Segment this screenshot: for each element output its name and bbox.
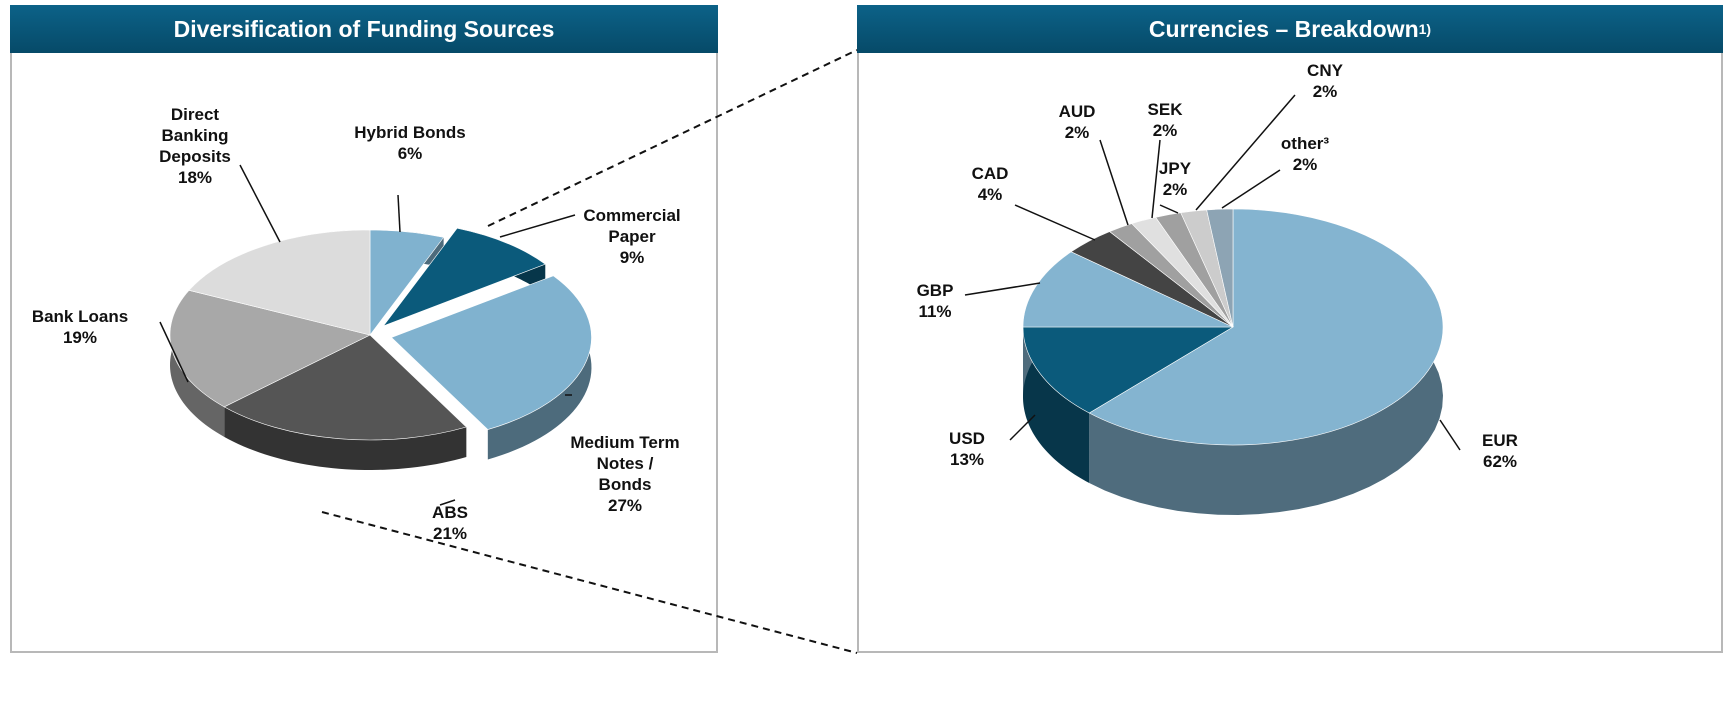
data-label: JPY 2% [1159, 158, 1191, 200]
data-label: USD 13% [949, 428, 985, 470]
panel [10, 5, 718, 653]
leader-line [1195, 94, 1296, 211]
chart-title: Diversification of Funding Sources [173, 15, 555, 42]
leader-line [439, 499, 456, 506]
pie-tops [169, 227, 592, 441]
panel-header: Currencies – Breakdown 1) [857, 5, 1723, 53]
slice [382, 227, 546, 327]
label-name: Hybrid Bonds [354, 123, 466, 142]
leader-line [1439, 419, 1461, 451]
leader-line [1099, 139, 1129, 226]
slice [1022, 326, 1235, 414]
leader-line [1014, 204, 1096, 241]
pie-tops [1022, 208, 1444, 446]
slice-side [224, 406, 467, 470]
data-label: CNY 2% [1307, 60, 1343, 102]
slice [1022, 251, 1234, 328]
label-value: 62% [1482, 452, 1518, 471]
slice [223, 334, 467, 441]
leader-line [397, 194, 401, 233]
leader-line [239, 164, 281, 243]
label-value: 9% [619, 248, 645, 267]
leader-line [964, 282, 1041, 296]
connector [321, 511, 858, 654]
label-value: 2% [1292, 155, 1318, 174]
label-value: 2% [1152, 121, 1178, 140]
data-label: Hybrid Bonds 6% [354, 122, 465, 164]
label-value: 2% [1312, 82, 1338, 101]
label-name: other³ [1280, 134, 1330, 153]
data-label: Bank Loans 19% [32, 306, 128, 348]
label-value: 6% [397, 144, 423, 163]
chart-title: Currencies – Breakdown [1148, 15, 1419, 42]
slice [390, 275, 592, 430]
leader-line [1159, 204, 1179, 214]
connector [487, 49, 858, 227]
data-label: Commercial Paper 9% [577, 205, 687, 268]
panel-header: Diversification of Funding Sources [10, 5, 718, 53]
slice [188, 229, 371, 336]
leader-line [1151, 139, 1161, 219]
data-label: CAD 4% [972, 163, 1009, 205]
slice [1088, 208, 1444, 446]
label-value: 27% [607, 496, 643, 515]
slice-side [487, 275, 592, 460]
data-label: SEK 2% [1148, 99, 1183, 141]
title-note: 1) [1418, 21, 1432, 37]
label-name: JPY [1158, 159, 1192, 178]
label-name: ABS [432, 503, 468, 522]
label-value: 18% [177, 168, 213, 187]
label-value: 2% [1064, 123, 1090, 142]
label-value: 11% [918, 302, 952, 321]
label-name: Medium Term Notes / Bonds [570, 433, 680, 494]
label-value: 21% [432, 524, 468, 543]
leader-line [1009, 414, 1036, 441]
label-value: 4% [977, 185, 1003, 204]
slice [1206, 208, 1234, 328]
label-name: CNY [1307, 61, 1343, 80]
data-label: other³ 2% [1281, 133, 1329, 175]
label-name: CAD [971, 164, 1009, 183]
label-name: EUR [1482, 431, 1518, 450]
data-label: Direct Banking Deposits 18% [140, 104, 250, 188]
label-name: SEK [1147, 100, 1183, 119]
label-value: 2% [1162, 180, 1188, 199]
label-value: 19% [62, 328, 98, 347]
data-label: EUR 62% [1482, 430, 1518, 472]
label-name: Commercial Paper [583, 206, 681, 246]
label-name: Direct Banking Deposits [159, 105, 231, 166]
data-label: AUD 2% [1059, 101, 1096, 143]
label-name: GBP [916, 281, 954, 300]
slice [169, 289, 371, 408]
data-label: GBP 11% [917, 280, 954, 322]
leader-line [1221, 169, 1281, 209]
panel [857, 5, 1723, 653]
slice-side [1023, 327, 1090, 484]
label-value: 13% [949, 450, 985, 469]
label-name: USD [949, 429, 985, 448]
leader-line [159, 321, 189, 383]
leader-line [499, 214, 576, 238]
label-name: Bank Loans [31, 307, 129, 326]
data-label: Medium Term Notes / Bonds 27% [570, 432, 680, 516]
label-name: AUD [1058, 102, 1096, 121]
data-label: ABS 21% [432, 502, 468, 544]
